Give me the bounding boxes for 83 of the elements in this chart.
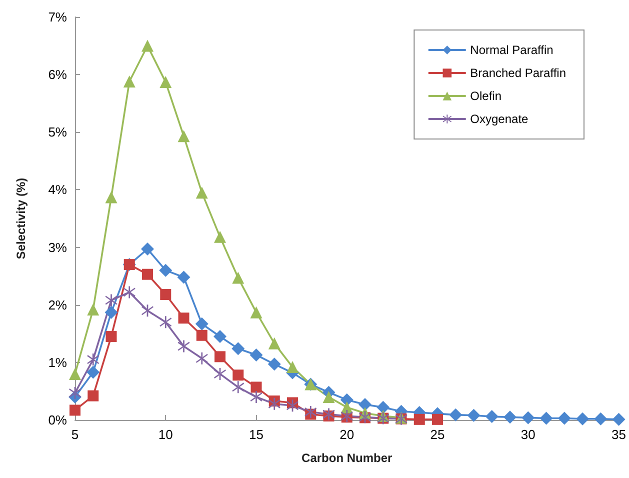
point (214, 368, 226, 380)
point (232, 370, 244, 381)
point (105, 191, 118, 204)
point (594, 412, 608, 426)
point (250, 348, 263, 362)
x-tick-label: 15 (249, 427, 264, 442)
point (195, 317, 208, 330)
x-tick-label: 5 (71, 427, 79, 442)
point (160, 316, 172, 328)
point (485, 410, 498, 424)
point (214, 351, 226, 362)
point (196, 330, 208, 341)
legend-label: Branched Paraffin (470, 66, 566, 80)
point (358, 398, 372, 411)
x-tick-label: 20 (340, 427, 354, 442)
point (86, 366, 100, 379)
point (106, 331, 117, 342)
point (178, 312, 190, 324)
point (376, 400, 390, 414)
point (177, 270, 190, 284)
y-tick-label: 4% (48, 182, 68, 198)
point (250, 382, 262, 393)
point (504, 410, 517, 424)
point (87, 303, 100, 316)
point (141, 242, 154, 256)
y-tick-label: 1% (48, 354, 68, 370)
y-tick-label: 7% (48, 10, 68, 24)
point (268, 398, 280, 410)
point (322, 390, 335, 403)
point (87, 354, 100, 366)
point (558, 412, 571, 425)
x-tick-label: 30 (520, 427, 536, 442)
x-tick-label: 10 (158, 427, 173, 442)
point (123, 75, 136, 88)
y-tick-label: 6% (48, 67, 68, 82)
point (214, 230, 226, 243)
point (286, 400, 299, 412)
point (304, 406, 317, 418)
point (142, 304, 154, 317)
point (467, 408, 480, 422)
point (268, 358, 281, 371)
point (232, 272, 244, 284)
point (232, 381, 244, 394)
point (250, 306, 262, 318)
point (159, 264, 172, 277)
point (69, 386, 81, 399)
point (70, 404, 80, 416)
point (105, 294, 118, 306)
y-tick-label: 2% (48, 297, 68, 312)
legend-label: Oxygenate (470, 112, 529, 126)
point (540, 412, 553, 425)
point (160, 288, 172, 300)
y-axis-title: Selectivity (%) (14, 178, 28, 260)
point (286, 361, 299, 374)
point (414, 414, 425, 425)
point (576, 412, 590, 426)
point (268, 337, 280, 350)
y-tick-label: 0% (48, 412, 68, 428)
point (196, 352, 208, 364)
point (88, 390, 99, 402)
point (178, 130, 190, 142)
point (432, 414, 444, 425)
y-tick-label: 5% (48, 124, 68, 140)
x-axis-title: Carbon Number (302, 451, 393, 465)
point (214, 330, 227, 344)
point (160, 76, 172, 88)
point (612, 412, 626, 426)
point (123, 286, 136, 298)
y-tick-label: 3% (48, 240, 68, 255)
point (232, 342, 245, 356)
point (250, 390, 262, 403)
point (69, 368, 81, 380)
point (449, 408, 462, 422)
point (522, 411, 535, 424)
legend-label: Normal Paraffin (470, 43, 554, 57)
point (196, 186, 208, 199)
point (142, 40, 154, 52)
x-tick-label: 25 (430, 427, 445, 442)
legend-label: Olefin (470, 89, 502, 103)
point (178, 340, 190, 352)
x-tick-label: 35 (612, 427, 626, 442)
point (104, 306, 118, 319)
point (142, 268, 154, 280)
